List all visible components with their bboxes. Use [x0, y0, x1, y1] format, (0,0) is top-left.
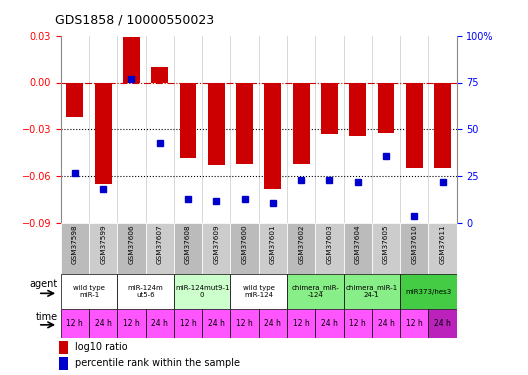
Bar	[61, 274, 117, 309]
Text: GSM37604: GSM37604	[355, 225, 361, 264]
Text: 24 h: 24 h	[378, 319, 394, 328]
Bar	[428, 309, 457, 338]
Bar	[89, 309, 117, 338]
Bar	[67, 82, 83, 117]
Bar	[236, 82, 253, 164]
Bar	[117, 309, 146, 338]
Bar	[174, 223, 202, 274]
Bar	[180, 82, 196, 158]
Bar	[287, 274, 344, 309]
Bar	[315, 223, 344, 274]
Bar	[378, 82, 394, 132]
Text: GSM37606: GSM37606	[128, 225, 135, 264]
Bar	[315, 309, 344, 338]
Bar	[259, 309, 287, 338]
Bar	[60, 357, 68, 370]
Text: 12 h: 12 h	[236, 319, 253, 328]
Bar	[372, 309, 400, 338]
Text: percentile rank within the sample: percentile rank within the sample	[76, 358, 240, 368]
Bar	[287, 223, 315, 274]
Text: wild type
miR-1: wild type miR-1	[73, 285, 105, 298]
Text: GSM37602: GSM37602	[298, 225, 304, 264]
Text: GSM37609: GSM37609	[213, 225, 219, 264]
Bar	[344, 223, 372, 274]
Text: GSM37601: GSM37601	[270, 225, 276, 264]
Bar	[151, 67, 168, 82]
Bar	[406, 82, 423, 168]
Bar	[344, 309, 372, 338]
Bar	[400, 223, 428, 274]
Text: miR-124mut9-1
0: miR-124mut9-1 0	[175, 285, 229, 298]
Bar	[60, 341, 68, 354]
Bar	[117, 223, 146, 274]
Bar	[95, 82, 111, 184]
Bar	[400, 274, 457, 309]
Bar	[208, 82, 225, 165]
Bar	[287, 309, 315, 338]
Text: chimera_miR-
-124: chimera_miR- -124	[291, 285, 339, 298]
Text: GSM37608: GSM37608	[185, 225, 191, 264]
Text: wild type
miR-124: wild type miR-124	[243, 285, 275, 298]
Bar	[259, 223, 287, 274]
Bar	[230, 309, 259, 338]
Text: 24 h: 24 h	[265, 319, 281, 328]
Bar	[202, 223, 230, 274]
Text: 12 h: 12 h	[406, 319, 423, 328]
Bar	[428, 223, 457, 274]
Bar	[61, 309, 89, 338]
Text: GSM37605: GSM37605	[383, 225, 389, 264]
Text: 12 h: 12 h	[350, 319, 366, 328]
Text: GDS1858 / 10000550023: GDS1858 / 10000550023	[55, 13, 214, 26]
Bar	[372, 223, 400, 274]
Text: chimera_miR-1
24-1: chimera_miR-1 24-1	[346, 285, 398, 298]
Text: 12 h: 12 h	[293, 319, 309, 328]
Text: 12 h: 12 h	[67, 319, 83, 328]
Bar	[61, 223, 89, 274]
Bar	[265, 82, 281, 189]
Bar	[349, 82, 366, 136]
Text: log10 ratio: log10 ratio	[76, 342, 128, 352]
Bar	[230, 274, 287, 309]
Text: miR373/hes3: miR373/hes3	[406, 289, 451, 295]
Bar	[174, 274, 230, 309]
Text: GSM37599: GSM37599	[100, 225, 106, 264]
Text: 24 h: 24 h	[152, 319, 168, 328]
Text: GSM37600: GSM37600	[242, 225, 248, 264]
Text: GSM37603: GSM37603	[326, 225, 333, 264]
Bar	[146, 223, 174, 274]
Bar	[321, 82, 338, 134]
Bar	[344, 274, 400, 309]
Text: 24 h: 24 h	[321, 319, 338, 328]
Text: GSM37598: GSM37598	[72, 225, 78, 264]
Bar	[434, 82, 451, 168]
Text: GSM37607: GSM37607	[157, 225, 163, 264]
Text: time: time	[36, 312, 58, 322]
Bar	[293, 82, 309, 164]
Text: 12 h: 12 h	[180, 319, 196, 328]
Text: 12 h: 12 h	[123, 319, 140, 328]
Text: agent: agent	[30, 279, 58, 289]
Bar	[146, 309, 174, 338]
Text: 24 h: 24 h	[434, 319, 451, 328]
Text: 24 h: 24 h	[95, 319, 111, 328]
Text: miR-124m
ut5-6: miR-124m ut5-6	[128, 285, 164, 298]
Text: GSM37611: GSM37611	[440, 225, 446, 264]
Bar	[202, 309, 230, 338]
Text: GSM37610: GSM37610	[411, 225, 417, 264]
Bar	[230, 223, 259, 274]
Bar	[89, 223, 117, 274]
Bar	[400, 309, 428, 338]
Bar	[117, 274, 174, 309]
Bar	[174, 309, 202, 338]
Text: 24 h: 24 h	[208, 319, 225, 328]
Bar	[123, 37, 140, 82]
